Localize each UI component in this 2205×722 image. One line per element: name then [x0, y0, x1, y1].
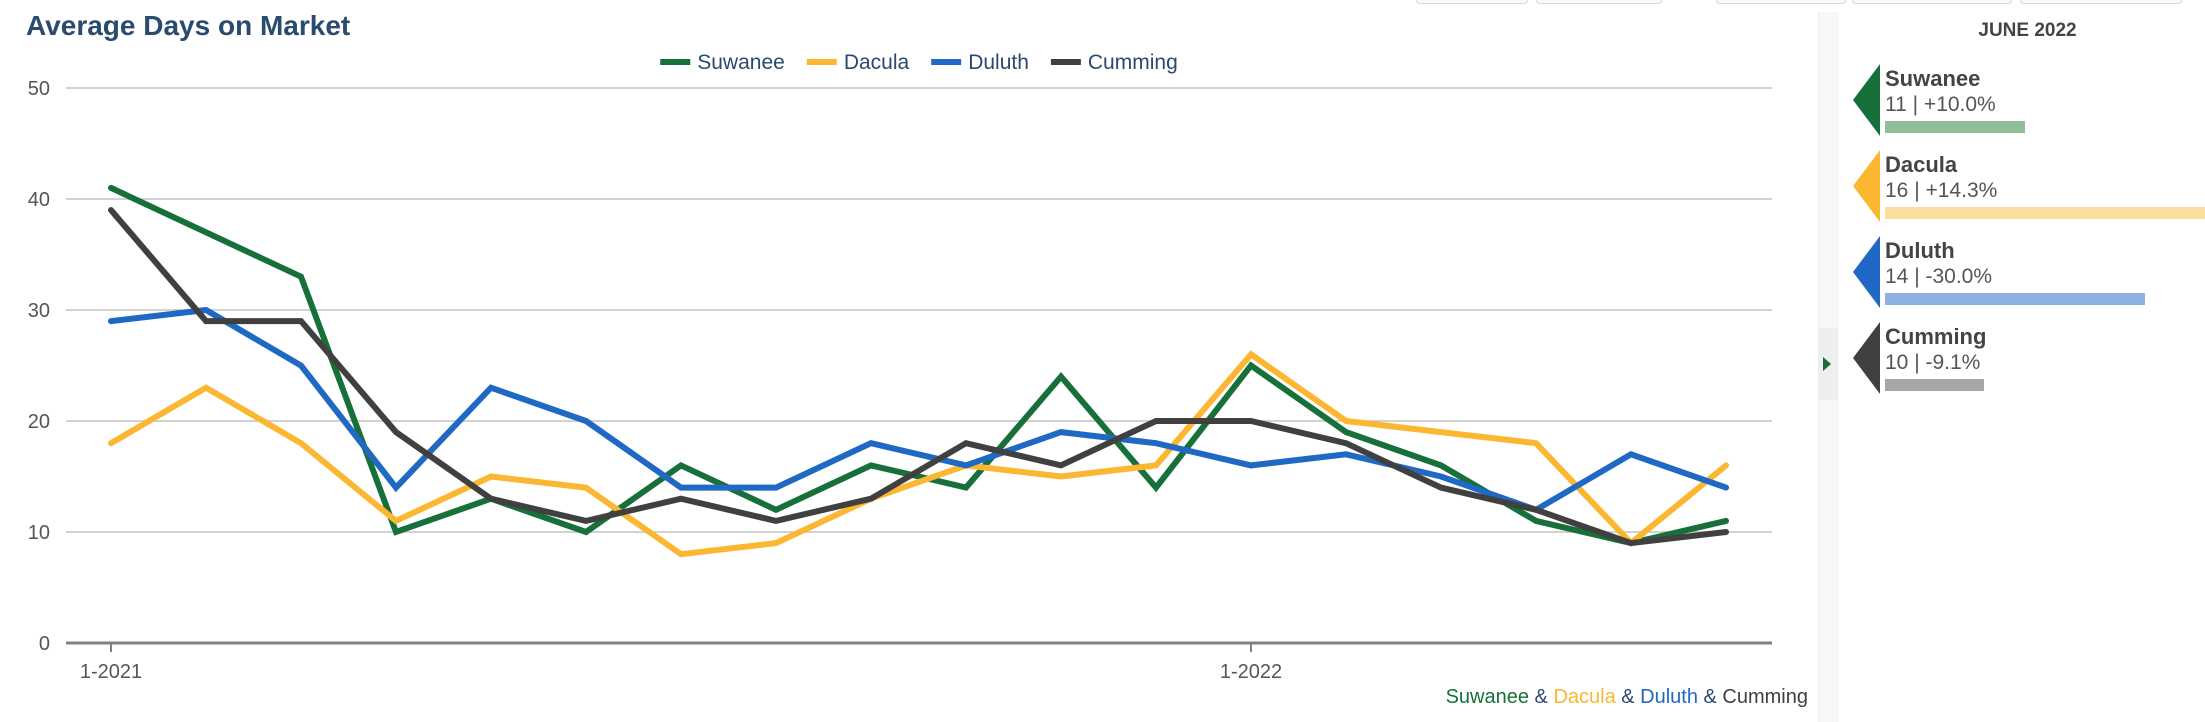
side-panel: JUNE 2022 Suwanee 11 | +10.0% Dacula 16 … [1850, 0, 2205, 722]
legend-label: Suwanee [697, 51, 785, 74]
x-tick-label: 1-2022 [1220, 661, 1282, 683]
pointer-arrow-icon [1853, 150, 1880, 222]
y-tick-label: 30 [28, 300, 50, 322]
collapse-panel-toggle[interactable] [1818, 328, 1838, 400]
series-line-cumming [108, 207, 1729, 547]
legend-label: Duluth [968, 51, 1029, 74]
legend-label: Dacula [844, 51, 910, 74]
series-line-duluth [108, 306, 1729, 514]
stat-value: 14 | -30.0% [1885, 265, 1993, 288]
y-tick-label: 40 [28, 189, 50, 211]
y-tick-label: 0 [39, 633, 50, 655]
footer-legend: Suwanee & Dacula & Duluth & Cumming [1446, 686, 1808, 708]
footer-legend-part: Duluth [1640, 686, 1698, 708]
footer-legend-part: & [1698, 686, 1722, 708]
stat-name: Suwanee [1885, 66, 1981, 91]
chart-title: Average Days on Market [26, 10, 351, 41]
stat-value: 10 | -9.1% [1885, 351, 1981, 374]
stat-bar [1885, 207, 2205, 219]
stat-value: 11 | +10.0% [1885, 93, 1996, 116]
chart-legend: Suwanee Dacula Duluth Cumming [660, 51, 1178, 74]
stat-item-dacula[interactable]: Dacula 16 | +14.3% [1850, 150, 2205, 230]
stat-bar [1885, 293, 2145, 305]
grid-lines [66, 87, 1772, 645]
footer-legend-part: Dacula [1553, 686, 1616, 708]
footer-legend-part: Suwanee [1446, 686, 1529, 708]
stat-name: Cumming [1885, 324, 1987, 349]
legend-item-cumming: Cumming [1050, 51, 1178, 74]
series-line-dacula [108, 350, 1729, 558]
y-axis-tick-labels: 0 10 20 30 40 50 [28, 78, 50, 655]
stat-bar [1885, 121, 2025, 133]
pointer-arrow-icon [1853, 64, 1880, 136]
stat-name: Dacula [1885, 152, 1958, 177]
stat-item-suwanee[interactable]: Suwanee 11 | +10.0% [1850, 64, 2205, 144]
y-tick-label: 10 [28, 522, 50, 544]
series-lines [108, 184, 1729, 558]
pointer-arrow-icon [1853, 322, 1880, 394]
x-axis-tick-labels: 1-2021 1-2022 [80, 643, 1282, 683]
stat-bar [1885, 379, 1984, 391]
caret-right-icon [1823, 357, 1831, 371]
legend-item-duluth: Duluth [931, 51, 1029, 74]
footer-legend-part: & [1529, 686, 1553, 708]
y-tick-label: 20 [28, 411, 50, 433]
panel-heading: JUNE 2022 [1978, 20, 2077, 41]
stat-value: 16 | +14.3% [1885, 179, 1998, 202]
pointer-arrow-icon [1853, 236, 1880, 308]
x-tick-label: 1-2021 [80, 661, 142, 683]
series-line-suwanee [108, 184, 1729, 547]
footer-legend-text: Suwanee & Dacula & Duluth & Cumming [1446, 686, 1808, 708]
legend-label: Cumming [1088, 51, 1178, 74]
footer-legend-part: Cumming [1722, 686, 1808, 708]
stat-item-cumming[interactable]: Cumming 10 | -9.1% [1850, 322, 2205, 402]
stat-name: Duluth [1885, 238, 1955, 263]
stat-item-duluth[interactable]: Duluth 14 | -30.0% [1850, 236, 2205, 316]
y-tick-label: 50 [28, 78, 50, 100]
footer-legend-part: & [1616, 686, 1640, 708]
legend-item-suwanee: Suwanee [660, 51, 785, 74]
line-chart: 0 10 20 30 40 50 1-2021 1-2022 Suwanee Dacula Du… [28, 51, 1808, 708]
legend-item-dacula: Dacula [806, 51, 910, 74]
